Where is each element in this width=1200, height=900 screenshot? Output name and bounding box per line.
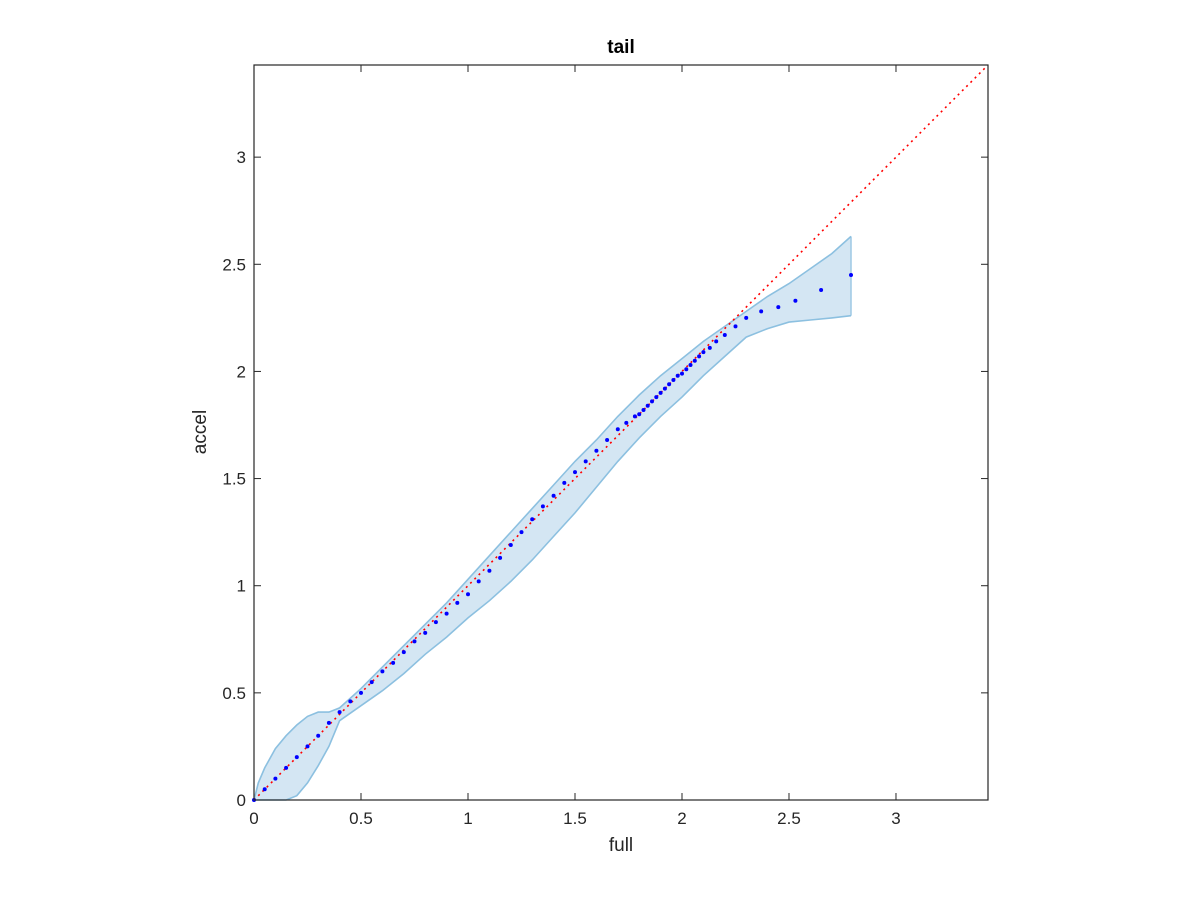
data-point: [573, 470, 577, 475]
x-tick-label: 0.5: [349, 809, 373, 828]
data-point: [793, 298, 798, 303]
data-point: [348, 699, 353, 704]
data-point: [684, 367, 689, 372]
data-point: [641, 408, 646, 412]
data-point: [776, 305, 781, 310]
data-point: [487, 568, 492, 573]
data-point: [444, 611, 449, 616]
band-lower-edge: [254, 314, 852, 801]
reference-line: [253, 64, 989, 801]
data-point: [583, 459, 588, 464]
y-tick-label: 1.5: [222, 470, 246, 489]
data-point: [632, 414, 637, 419]
data-point: [551, 493, 556, 498]
data-point: [692, 358, 697, 363]
data-point: [819, 288, 824, 292]
data-point: [697, 354, 702, 359]
x-tick-label: 0: [249, 809, 258, 828]
data-point: [359, 690, 363, 695]
band-upper-edge: [253, 235, 852, 801]
data-point: [615, 427, 620, 432]
chart-title: tail: [607, 37, 634, 58]
data-point: [688, 363, 693, 367]
data-point: [658, 390, 663, 395]
data-point: [645, 403, 650, 408]
data-point: [530, 517, 535, 522]
y-tick-label: 0.5: [222, 684, 246, 703]
data-point: [476, 579, 481, 584]
data-point: [733, 324, 738, 329]
data-points: [252, 273, 853, 802]
data-point: [662, 386, 667, 391]
data-point: [401, 650, 406, 655]
data-point: [294, 755, 299, 760]
data-point: [412, 639, 417, 644]
data-point: [369, 680, 374, 685]
x-tick-label: 2: [677, 809, 686, 828]
data-point: [466, 592, 470, 597]
data-point: [675, 373, 680, 378]
data-point: [284, 765, 289, 770]
data-point: [744, 315, 749, 320]
data-point: [391, 660, 396, 665]
data-point: [562, 480, 567, 485]
x-tick-label: 2.5: [777, 809, 801, 828]
data-point: [624, 420, 629, 425]
confidence-band: [253, 235, 852, 801]
data-point: [707, 345, 712, 350]
data-point: [637, 412, 642, 417]
data-point: [262, 787, 267, 792]
axes-box: [253, 64, 989, 801]
data-point: [594, 448, 599, 453]
data-point: [423, 630, 428, 635]
y-tick-label: 1: [237, 577, 246, 596]
data-point: [305, 744, 310, 749]
y-axis-label: accel: [190, 410, 211, 454]
data-point: [455, 600, 460, 605]
data-point: [498, 555, 503, 560]
data-point: [380, 669, 385, 674]
x-axis-label: full: [609, 835, 633, 856]
y-tick-label: 2.5: [222, 255, 246, 274]
data-point: [671, 378, 676, 382]
data-point: [759, 309, 764, 314]
data-point: [722, 333, 727, 337]
reference-line-layer: [253, 64, 989, 801]
data-point: [849, 273, 853, 277]
x-tick-label: 3: [891, 809, 900, 828]
data-point: [701, 350, 706, 355]
data-point: [433, 620, 438, 625]
y-axis-ticks: 0 0.5 1 1.5 2 2.5 3: [222, 148, 988, 810]
data-point: [714, 339, 719, 344]
y-tick-label: 2: [237, 362, 246, 381]
data-point: [326, 720, 331, 725]
y-tick-label: 0: [237, 791, 246, 810]
x-tick-label: 1: [463, 809, 472, 828]
x-tick-label: 1.5: [563, 809, 587, 828]
x-axis-ticks: 0 0.5 1 1.5 2 2.5 3: [249, 65, 901, 828]
data-point: [519, 530, 524, 535]
data-point: [605, 438, 610, 442]
data-point: [337, 710, 342, 715]
data-point: [540, 504, 545, 509]
data-point: [650, 399, 654, 404]
data-point: [680, 371, 684, 376]
data-point: [667, 382, 672, 387]
data-point: [316, 733, 321, 738]
data-point: [273, 776, 278, 781]
data-point: [508, 543, 513, 547]
y-tick-label: 3: [237, 148, 246, 167]
data-point: [654, 395, 659, 400]
